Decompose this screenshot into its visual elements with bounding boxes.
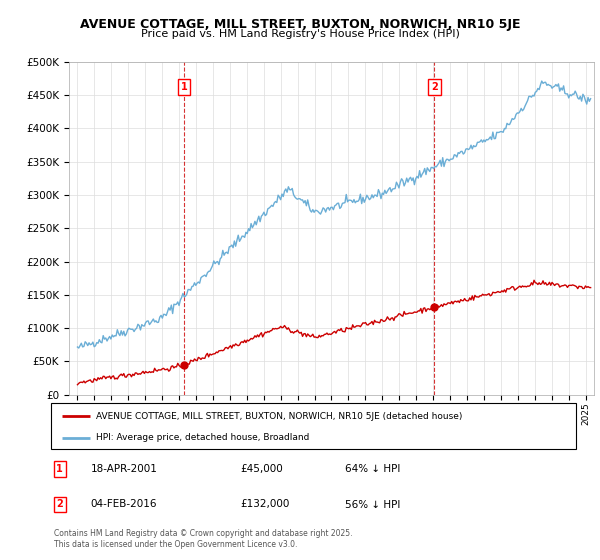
Text: 56% ↓ HPI: 56% ↓ HPI — [345, 500, 400, 510]
Text: £45,000: £45,000 — [240, 464, 283, 474]
Text: Price paid vs. HM Land Registry's House Price Index (HPI): Price paid vs. HM Land Registry's House … — [140, 29, 460, 39]
Text: 1: 1 — [181, 82, 188, 92]
Text: 64% ↓ HPI: 64% ↓ HPI — [345, 464, 400, 474]
Text: 2: 2 — [431, 82, 438, 92]
FancyBboxPatch shape — [51, 403, 576, 449]
Text: AVENUE COTTAGE, MILL STREET, BUXTON, NORWICH, NR10 5JE (detached house): AVENUE COTTAGE, MILL STREET, BUXTON, NOR… — [95, 412, 462, 421]
Text: 1: 1 — [56, 464, 63, 474]
Text: AVENUE COTTAGE, MILL STREET, BUXTON, NORWICH, NR10 5JE: AVENUE COTTAGE, MILL STREET, BUXTON, NOR… — [80, 18, 520, 31]
Text: 18-APR-2001: 18-APR-2001 — [91, 464, 157, 474]
Text: Contains HM Land Registry data © Crown copyright and database right 2025.
This d: Contains HM Land Registry data © Crown c… — [54, 529, 353, 549]
Text: HPI: Average price, detached house, Broadland: HPI: Average price, detached house, Broa… — [95, 433, 309, 442]
Text: 04-FEB-2016: 04-FEB-2016 — [91, 500, 157, 510]
Text: 2: 2 — [56, 500, 63, 510]
Text: £132,000: £132,000 — [240, 500, 289, 510]
